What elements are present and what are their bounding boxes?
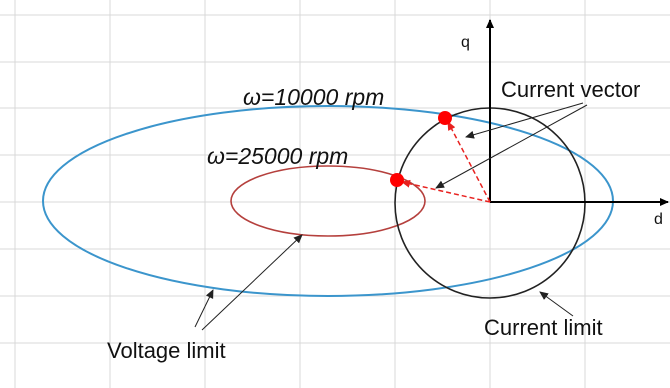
voltage-limit-label: Voltage limit	[107, 338, 226, 363]
current-vector-25000rpm	[401, 179, 491, 203]
q-axis-label: q	[461, 34, 470, 51]
operating-point-10000rpm	[438, 111, 452, 125]
callout-current-vector-2	[435, 104, 588, 189]
current-vector-label: Current vector	[501, 77, 640, 102]
current-limit-label: Current limit	[484, 315, 603, 340]
callout-current-vector-1	[465, 102, 584, 139]
operating-point-25000rpm	[390, 173, 404, 187]
d-axis-label: d	[654, 211, 663, 228]
callout-voltage-limit-2	[201, 234, 303, 331]
callout-current-limit	[539, 291, 574, 317]
speed-label-10000rpm: ω=10000 rpm	[243, 84, 384, 110]
callout-voltage-limit-1	[194, 289, 214, 328]
voltage-limit-ellipse-25000rpm	[230, 165, 426, 237]
speed-label-25000rpm: ω=25000 rpm	[207, 143, 348, 169]
current-vector-10000rpm	[447, 121, 491, 203]
callout-lines	[194, 102, 588, 331]
